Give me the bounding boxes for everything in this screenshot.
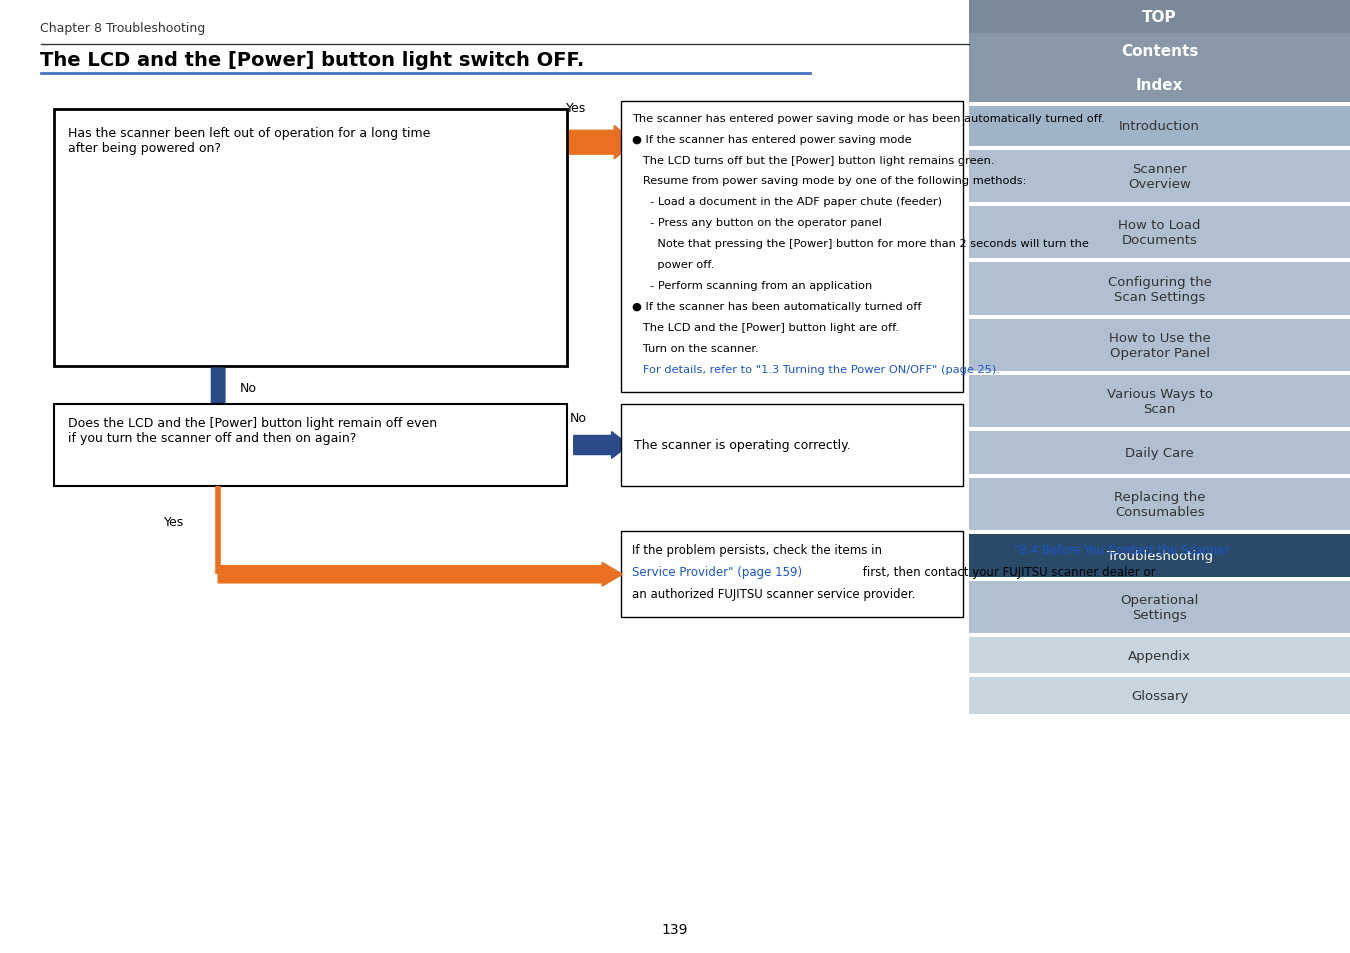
Text: - Perform scanning from an application: - Perform scanning from an application — [632, 281, 872, 291]
Bar — [969, 478, 1350, 531]
Text: Chapter 8 Troubleshooting: Chapter 8 Troubleshooting — [40, 22, 205, 35]
Bar — [969, 69, 1350, 103]
Text: Index: Index — [1135, 78, 1184, 93]
Bar — [969, 375, 1350, 428]
Text: Note that pressing the [Power] button for more than 2 seconds will turn the: Note that pressing the [Power] button fo… — [632, 239, 1088, 249]
Text: power off.: power off. — [632, 260, 714, 270]
Bar — [969, 151, 1350, 203]
Bar — [621, 405, 963, 486]
Text: For details, refer to "1.3 Turning the Power ON/OFF" (page 25).: For details, refer to "1.3 Turning the P… — [632, 365, 999, 375]
Text: No: No — [240, 381, 256, 395]
Text: How to Use the
Operator Panel: How to Use the Operator Panel — [1108, 332, 1211, 359]
Text: Yes: Yes — [165, 516, 185, 529]
Text: The scanner has entered power saving mode or has been automatically turned off.: The scanner has entered power saving mod… — [632, 113, 1104, 123]
Text: 139: 139 — [662, 923, 688, 936]
Text: Service Provider" (page 159): Service Provider" (page 159) — [632, 565, 802, 578]
Text: How to Load
Documents: How to Load Documents — [1118, 219, 1202, 247]
Bar — [54, 405, 567, 486]
Bar — [969, 535, 1350, 578]
Text: Troubleshooting: Troubleshooting — [1107, 550, 1212, 562]
Text: Yes: Yes — [566, 101, 586, 114]
Bar — [969, 581, 1350, 634]
Text: Configuring the
Scan Settings: Configuring the Scan Settings — [1108, 275, 1211, 303]
FancyArrow shape — [205, 369, 232, 422]
Bar — [969, 34, 1350, 69]
Text: The LCD turns off but the [Power] button light remains green.: The LCD turns off but the [Power] button… — [632, 155, 995, 165]
Text: The scanner is operating correctly.: The scanner is operating correctly. — [634, 439, 852, 452]
Text: Replacing the
Consumables: Replacing the Consumables — [1114, 491, 1206, 518]
Bar — [969, 319, 1350, 372]
Text: TOP: TOP — [1142, 10, 1177, 25]
Bar — [969, 107, 1350, 147]
FancyArrow shape — [219, 562, 622, 587]
Text: Glossary: Glossary — [1131, 689, 1188, 702]
Bar — [54, 110, 567, 367]
Text: No: No — [570, 412, 586, 425]
Text: Various Ways to
Scan: Various Ways to Scan — [1107, 388, 1212, 416]
Bar — [969, 263, 1350, 315]
FancyArrow shape — [570, 127, 634, 160]
Text: Introduction: Introduction — [1119, 120, 1200, 133]
Text: Turn on the scanner.: Turn on the scanner. — [632, 344, 759, 354]
Bar — [621, 102, 963, 393]
Bar — [969, 207, 1350, 259]
Text: Resume from power saving mode by one of the following methods:: Resume from power saving mode by one of … — [632, 176, 1026, 186]
Text: Has the scanner been left out of operation for a long time
after being powered o: Has the scanner been left out of operati… — [68, 127, 429, 154]
Text: - Press any button on the operator panel: - Press any button on the operator panel — [632, 218, 882, 228]
Text: ● If the scanner has entered power saving mode: ● If the scanner has entered power savin… — [632, 134, 911, 144]
Text: "8.4 Before You Contact the Scanner: "8.4 Before You Contact the Scanner — [1014, 543, 1230, 557]
Text: Daily Care: Daily Care — [1126, 447, 1193, 459]
Bar — [621, 532, 963, 618]
FancyArrow shape — [574, 433, 629, 459]
Text: Does the LCD and the [Power] button light remain off even
if you turn the scanne: Does the LCD and the [Power] button ligh… — [68, 416, 436, 444]
Text: ● If the scanner has been automatically turned off: ● If the scanner has been automatically … — [632, 302, 921, 312]
Text: Appendix: Appendix — [1129, 649, 1191, 662]
Bar — [969, 0, 1350, 34]
Text: If the problem persists, check the items in: If the problem persists, check the items… — [632, 543, 886, 557]
Bar — [969, 432, 1350, 475]
Text: The LCD and the [Power] button light are off.: The LCD and the [Power] button light are… — [632, 323, 899, 333]
Text: Operational
Settings: Operational Settings — [1120, 594, 1199, 621]
Bar — [969, 678, 1350, 714]
Bar — [969, 638, 1350, 674]
Text: an authorized FUJITSU scanner service provider.: an authorized FUJITSU scanner service pr… — [632, 587, 915, 600]
Text: The LCD and the [Power] button light switch OFF.: The LCD and the [Power] button light swi… — [40, 51, 585, 70]
Text: first, then contact your FUJITSU scanner dealer or: first, then contact your FUJITSU scanner… — [859, 565, 1156, 578]
Text: Contents: Contents — [1120, 44, 1199, 59]
Text: - Load a document in the ADF paper chute (feeder): - Load a document in the ADF paper chute… — [632, 197, 942, 207]
Text: Scanner
Overview: Scanner Overview — [1129, 163, 1191, 191]
